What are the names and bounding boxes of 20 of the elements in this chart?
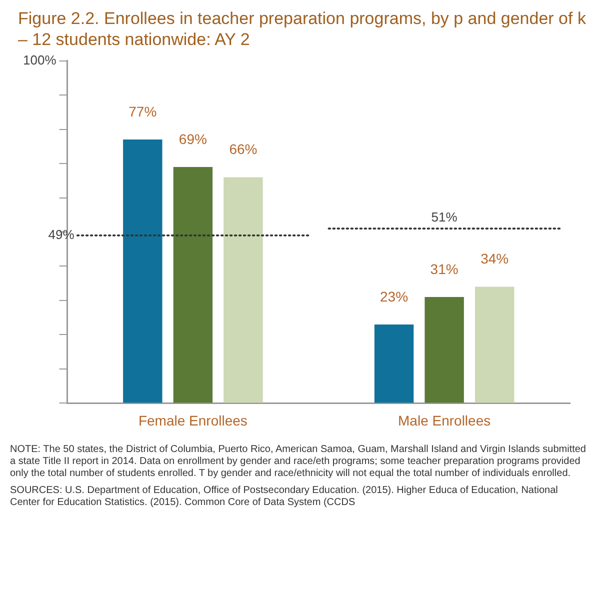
bar	[374, 324, 414, 403]
x-tick-label: Male Enrollees	[398, 412, 491, 428]
text: 69%	[178, 130, 207, 147]
ref-line-label: 49%	[48, 227, 75, 242]
text: 23%	[380, 288, 408, 304]
bar	[173, 166, 213, 403]
bar	[474, 286, 514, 403]
y-tick-label: 100%	[23, 52, 57, 68]
text: 77%	[128, 103, 157, 120]
text: 34%	[480, 250, 509, 267]
text: 31%	[430, 260, 458, 277]
bar	[224, 177, 263, 403]
x-tick-label: Female Enrollees	[138, 412, 248, 428]
text: NOTE: The 50 states, the District of Columbia, Puerto Rico, American Samoa, Guam, Marshall Island and Virgin Islands submitted a state Title II report in 2014. Data on enrollment by gender and race/eth programs; some teacher preparation programs provided only the total number of students enrolled. T by gender and race/ethnicity will not equal the total number of individuals enrolled.	[10, 444, 587, 480]
ref-line-label: 51%	[431, 210, 458, 225]
bar	[424, 297, 464, 403]
source-note: SOURCES: U.S. Department of Education, Office of Postsecondary Education. (2015). Higher Educa of Education, National Center for Education Statistics. (2015). Common Core of Data System (CCDS	[10, 485, 559, 509]
bar	[123, 140, 162, 403]
chart-title: Figure 2.2. Enrollees in teacher preparation programs, by p and gender of k – 12 students nationwide: AY 2	[17, 8, 587, 50]
text: 66%	[229, 141, 258, 158]
